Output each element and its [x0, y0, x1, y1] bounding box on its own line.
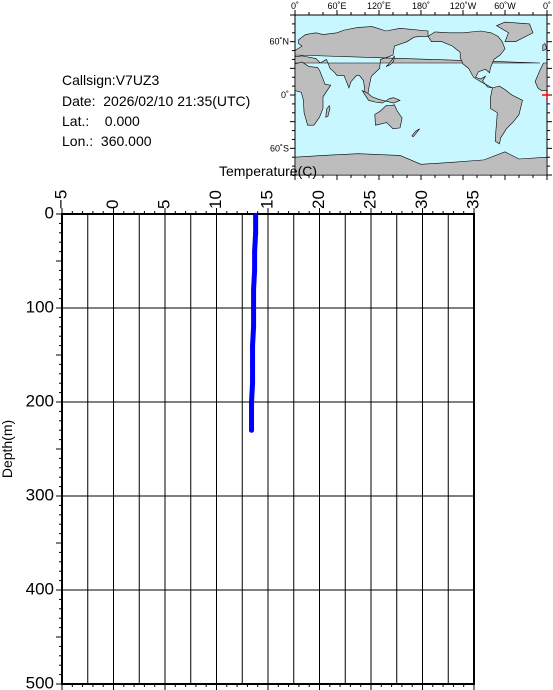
- plot-frame: [61, 213, 475, 685]
- y-tick-label: 500: [26, 673, 54, 690]
- x-tick-label: 20: [309, 190, 328, 209]
- x-tick-label: 15: [257, 190, 276, 209]
- land-masses: [294, 21, 548, 176]
- y-tick-label: 200: [26, 391, 54, 410]
- map-lon-label: 0˚: [543, 1, 551, 11]
- south-america: [489, 85, 523, 145]
- africa-west: [534, 62, 548, 91]
- map-lat-label: 60˚N: [269, 37, 289, 47]
- africa: [294, 61, 332, 126]
- x-tick-label: 35: [463, 190, 482, 209]
- map-lon-label: 60˚E: [327, 1, 346, 11]
- y-tick-labels: 0 100 200 300 400 500: [26, 203, 54, 690]
- data-point: [250, 361, 256, 367]
- x-tick-label: 25: [360, 190, 379, 209]
- x-tick-label: 10: [206, 190, 225, 209]
- temperature-profile-line: [249, 213, 259, 433]
- series-temperature: [249, 213, 259, 433]
- data-point: [249, 427, 255, 433]
- map-lat-label: 60˚S: [270, 143, 289, 153]
- lon-label: Lon.: 360.000: [62, 133, 152, 149]
- y-axis-label: Depth(m): [0, 420, 15, 478]
- europe-asia: [294, 26, 541, 95]
- madagascar: [325, 105, 331, 118]
- x-tick-label: 5: [154, 200, 173, 209]
- world-map: 0˚ 60˚E 120˚E 180˚ 120˚W 60˚W 0˚ 60˚N 0˚ 60˚S: [269, 1, 552, 180]
- map-lon-label: 180˚: [412, 1, 430, 11]
- y-tick-label: 0: [45, 203, 54, 222]
- data-point: [252, 267, 258, 273]
- data-point: [251, 324, 257, 330]
- map-lon-label: 0˚: [291, 1, 299, 11]
- x-tick-label: 30: [412, 190, 431, 209]
- x-tick-label: −5: [51, 190, 70, 209]
- map-lon-label: 120˚E: [367, 1, 391, 11]
- data-point: [251, 305, 257, 311]
- new-zealand: [411, 128, 420, 138]
- y-tick-label: 100: [26, 297, 54, 316]
- indonesia: [361, 89, 401, 104]
- date-label: Date: 2026/02/10 21:35(UTC): [62, 93, 251, 109]
- data-point: [251, 286, 257, 292]
- data-point: [249, 399, 255, 405]
- map-lat-label: 0˚: [281, 90, 289, 100]
- data-point: [253, 213, 259, 219]
- grid-lines: [61, 213, 475, 685]
- callsign-label: Callsign:V7UZ3: [62, 72, 160, 88]
- japan: [385, 55, 395, 67]
- uk: [542, 42, 547, 51]
- data-point: [252, 249, 258, 255]
- x-axis-label: Temperature(C): [219, 163, 317, 179]
- north-america: [427, 30, 506, 89]
- greenland: [495, 21, 534, 42]
- data-point: [250, 380, 256, 386]
- y-tick-label: 300: [26, 485, 54, 504]
- map-lon-label: 60˚W: [494, 1, 516, 11]
- data-point: [253, 230, 259, 236]
- australia: [374, 104, 403, 130]
- x-tick-labels: −5 0 5 10 15 20 25 30 35: [51, 190, 482, 209]
- map-lon-label: 120˚W: [450, 1, 477, 11]
- lat-label: Lat.: 0.000: [62, 113, 140, 129]
- y-tick-label: 400: [26, 579, 54, 598]
- x-tick-label: 0: [103, 200, 122, 209]
- data-point: [250, 343, 256, 349]
- map-ticks: [290, 10, 552, 180]
